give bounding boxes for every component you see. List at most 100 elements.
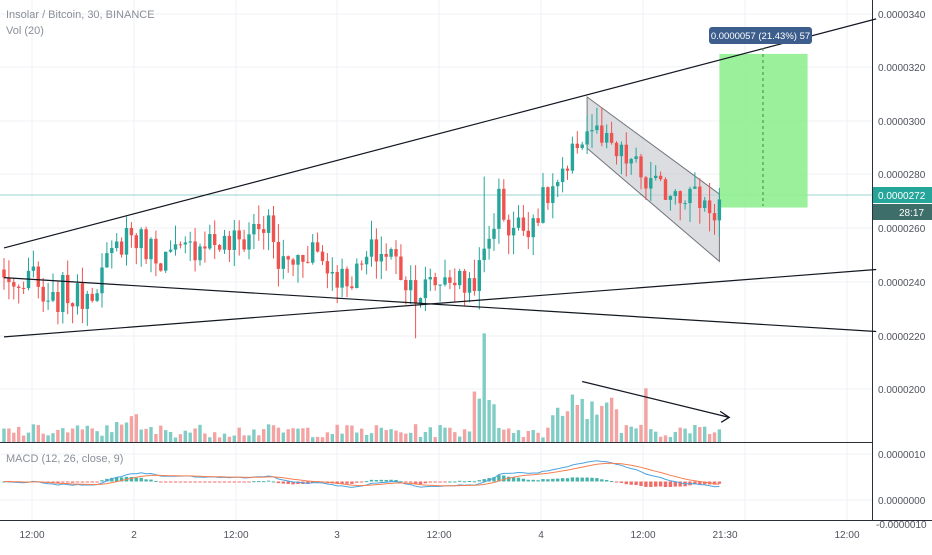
macd-histogram-bar — [335, 481, 339, 485]
volume-bar — [703, 426, 707, 442]
candle-body — [291, 259, 295, 265]
volume-bar — [119, 424, 124, 442]
price-tick-label: 0.0000340 — [878, 10, 926, 21]
symbol-legend[interactable]: Insolar / Bitcoin, 30, BINANCE — [6, 9, 155, 21]
volume-bar — [311, 437, 315, 442]
macd-histogram-bar — [208, 481, 212, 483]
candle-body — [203, 246, 207, 249]
macd-histogram-bar — [115, 477, 119, 482]
macd-histogram-bar — [448, 481, 452, 483]
candle-body — [413, 280, 418, 304]
macd-histogram-bar — [516, 477, 521, 482]
volume-legend[interactable]: Vol (20) — [6, 25, 44, 37]
macd-histogram-bar — [477, 480, 481, 482]
volume-bar — [649, 429, 653, 442]
candle-body — [183, 242, 187, 245]
volume-bar — [90, 428, 94, 442]
macd-histogram-bar — [247, 481, 251, 483]
volume-bar — [521, 437, 526, 442]
candle-body — [600, 125, 604, 143]
time-axis[interactable]: 12:00 2 12:00 3 12:00 4 12:00 21:30 12:0… — [19, 530, 859, 541]
macd-legend[interactable]: MACD (12, 26, close, 9) — [6, 453, 124, 465]
measure-badge[interactable]: 0.0000057 (21.43%) 57 — [709, 27, 812, 44]
price-scale[interactable]: 0.0000340 0.0000320 0.0000300 0.0000280 … — [878, 10, 926, 396]
volume-bar — [399, 432, 403, 442]
volume-bar — [688, 433, 692, 442]
macd-histogram-bar — [605, 479, 609, 482]
macd-histogram-bar — [183, 481, 187, 483]
candle-body — [85, 293, 89, 309]
candle-body — [80, 283, 85, 309]
macd-histogram-bar — [276, 481, 281, 484]
volume-bar — [276, 427, 281, 442]
candle-body — [472, 278, 477, 291]
candle-body — [595, 125, 599, 131]
macd-histogram-bar — [458, 480, 462, 482]
macd-histogram-bar — [51, 481, 55, 483]
candle-body — [320, 251, 325, 262]
volume-bar — [409, 432, 413, 442]
volume-bar — [247, 435, 251, 442]
candle-body — [237, 230, 241, 240]
trendline-wedge-upper — [3, 18, 877, 249]
measure-label: 0.0000057 (21.43%) 57 — [711, 31, 810, 42]
macd-histogram-bar — [654, 481, 658, 487]
candle-body — [462, 270, 467, 293]
macd-histogram-bar — [345, 481, 349, 484]
candle-body — [90, 293, 94, 301]
candle-body — [541, 187, 545, 223]
time-tick-label: 2 — [131, 530, 137, 541]
volume-bar — [467, 431, 472, 442]
macd-histogram-bar — [384, 479, 388, 482]
macd-histogram-bar — [266, 480, 271, 482]
macd-histogram-bar — [511, 477, 516, 482]
volume-bar — [443, 427, 447, 442]
macd-histogram-bar — [658, 481, 663, 487]
volume-bar — [17, 426, 21, 442]
macd-histogram-bar — [453, 481, 457, 483]
volume-bar — [565, 411, 570, 442]
macd-histogram-bar — [242, 481, 246, 483]
volume-bar — [502, 429, 506, 442]
candle-body — [70, 303, 75, 307]
candle-body — [634, 156, 638, 159]
volume-bar — [257, 435, 261, 442]
macd-histogram-bar — [644, 481, 648, 487]
candle-body — [66, 274, 70, 304]
volume-bar — [178, 434, 183, 442]
candle-body — [560, 168, 565, 183]
volume-bar — [560, 415, 565, 442]
volume-bar — [609, 397, 614, 442]
macd-histogram-bar — [262, 481, 266, 483]
candle-body — [301, 254, 305, 262]
volume-bar — [139, 429, 143, 442]
candle-body — [497, 188, 501, 229]
macd-histogram-bar — [614, 481, 619, 483]
macd-histogram-bar — [85, 481, 89, 483]
candle-body — [247, 234, 251, 250]
candle-body — [428, 277, 432, 280]
candle-body — [36, 266, 40, 287]
time-tick-label: 4 — [538, 530, 544, 541]
candle-body — [585, 131, 589, 145]
candle-body — [374, 239, 379, 262]
macd-scale[interactable]: 0.0000010 0.0000000 -0.0000010 — [876, 450, 927, 531]
candle-body — [75, 283, 80, 307]
volume-bar — [26, 432, 31, 442]
candle-body — [433, 277, 437, 286]
macd-histogram-bar — [624, 481, 628, 485]
macd-histogram-bar — [119, 477, 124, 482]
macd-histogram-bar — [232, 481, 236, 483]
candle-body — [281, 256, 285, 269]
candle-body — [124, 227, 129, 255]
price-tick-label: 0.0000200 — [878, 385, 926, 396]
volume-bar — [330, 434, 334, 442]
candle-body — [526, 230, 530, 238]
volume-bar — [315, 436, 320, 442]
volume-bar — [369, 433, 374, 442]
candle-body — [154, 238, 158, 264]
volume-bar — [374, 425, 379, 442]
macd-histogram-bar — [712, 481, 717, 485]
